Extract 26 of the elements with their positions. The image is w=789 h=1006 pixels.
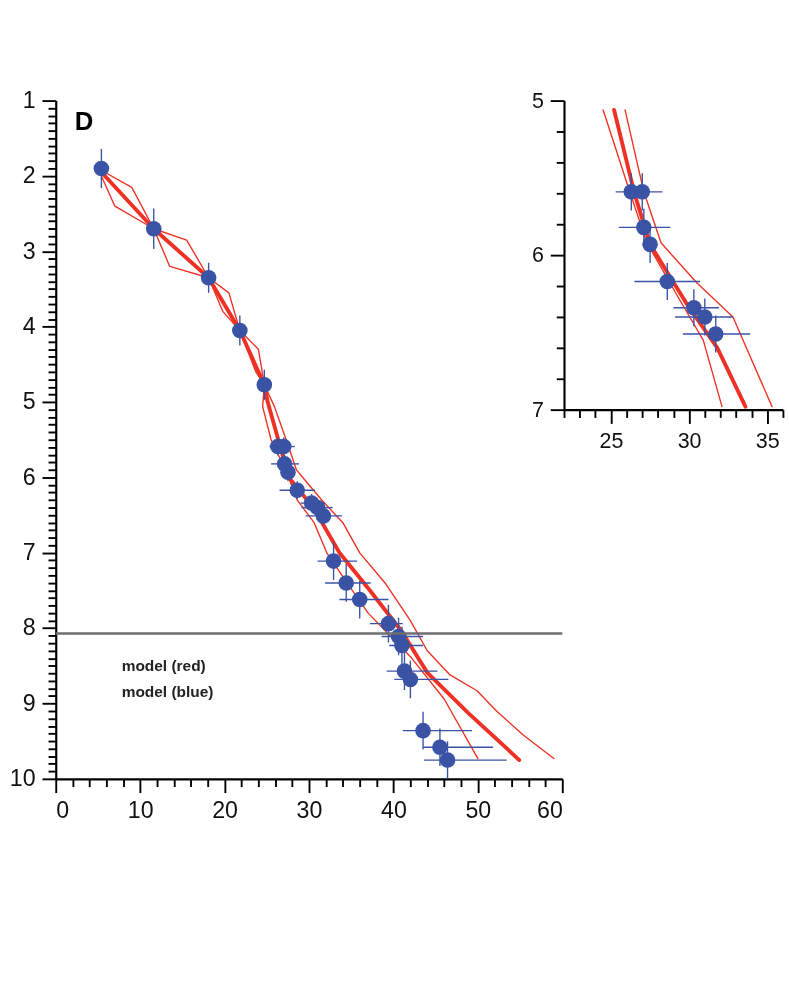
y-tick-label: 6	[531, 243, 544, 268]
y-tick-label: 2	[22, 162, 36, 189]
annotation: model (red)	[121, 657, 206, 675]
y-tick-label: 10	[9, 765, 36, 792]
y-tick-label: 5	[531, 88, 544, 113]
annotation: D	[74, 106, 94, 135]
y-tick-label: 5	[22, 388, 36, 415]
x-tick-label: 40	[381, 796, 407, 823]
x-tick-label: 25	[599, 428, 624, 453]
annotation: model (blue)	[121, 683, 214, 701]
x-tick-label: 60	[536, 796, 563, 823]
y-tick-label: 4	[22, 313, 36, 340]
y-tick-label: 8	[22, 614, 36, 641]
y-tick-label: 6	[22, 463, 36, 490]
y-tick-label: 7	[22, 539, 36, 566]
y-tick-label: 7	[531, 398, 544, 423]
x-tick-label: 35	[755, 428, 780, 453]
x-tick-label: 30	[677, 428, 702, 453]
x-tick-label: 20	[212, 796, 238, 823]
x-tick-label: 10	[127, 796, 154, 823]
y-tick-label: 3	[22, 237, 36, 264]
y-tick-label: 9	[22, 689, 36, 716]
x-tick-label: 50	[465, 796, 492, 823]
y-tick-label: 1	[22, 86, 36, 113]
x-tick-label: 30	[296, 796, 323, 823]
x-tick-label: 0	[56, 796, 70, 823]
